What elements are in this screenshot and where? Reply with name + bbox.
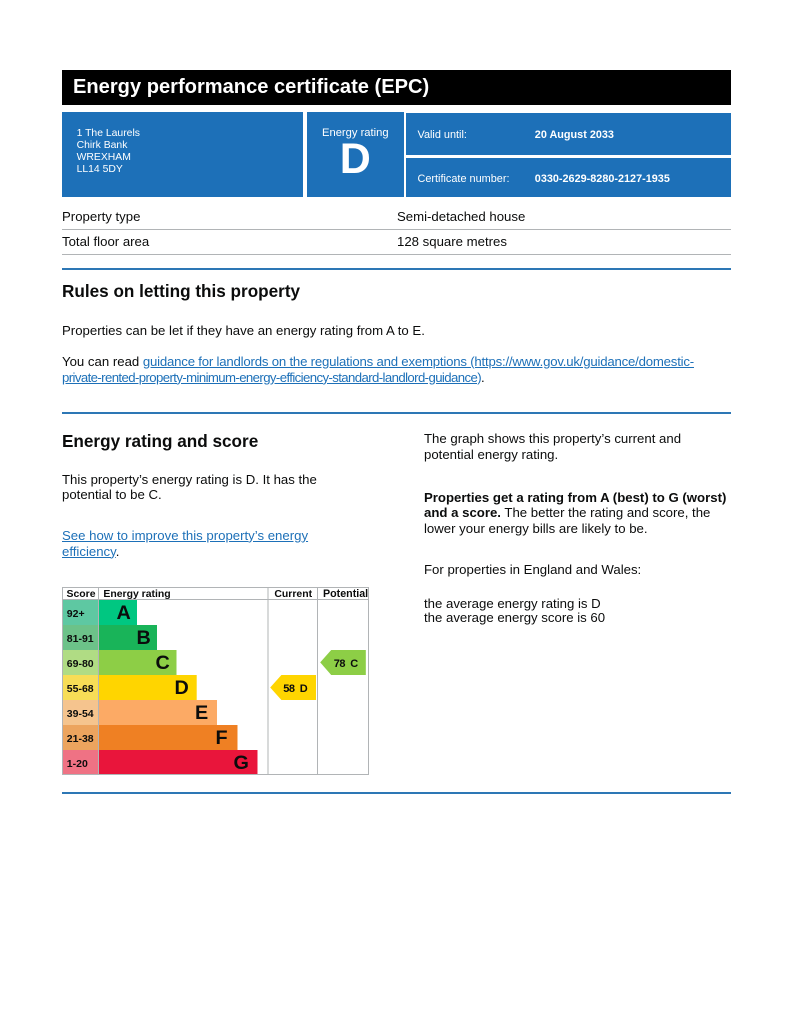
svg-text:Current: Current <box>274 589 312 600</box>
svg-text:D: D <box>300 683 308 695</box>
svg-text:C: C <box>350 658 358 670</box>
svg-text:E: E <box>195 702 208 724</box>
svg-text:92+: 92+ <box>67 608 85 620</box>
svg-text:21-38: 21-38 <box>67 733 94 745</box>
svg-text:Potential: Potential <box>323 588 368 600</box>
svg-text:Energy rating: Energy rating <box>103 589 170 600</box>
svg-text:Score: Score <box>67 589 96 600</box>
svg-text:G: G <box>234 752 249 774</box>
svg-text:B: B <box>137 627 151 649</box>
svg-text:D: D <box>175 677 189 699</box>
svg-text:F: F <box>216 727 228 749</box>
svg-text:C: C <box>156 652 170 674</box>
svg-text:78: 78 <box>334 658 346 670</box>
svg-text:A: A <box>117 602 131 624</box>
svg-text:81-91: 81-91 <box>67 633 94 645</box>
svg-text:1-20: 1-20 <box>67 758 88 770</box>
svg-text:55-68: 55-68 <box>67 683 94 695</box>
svg-text:39-54: 39-54 <box>67 708 94 720</box>
svg-text:58: 58 <box>283 683 295 695</box>
svg-text:69-80: 69-80 <box>67 658 94 670</box>
